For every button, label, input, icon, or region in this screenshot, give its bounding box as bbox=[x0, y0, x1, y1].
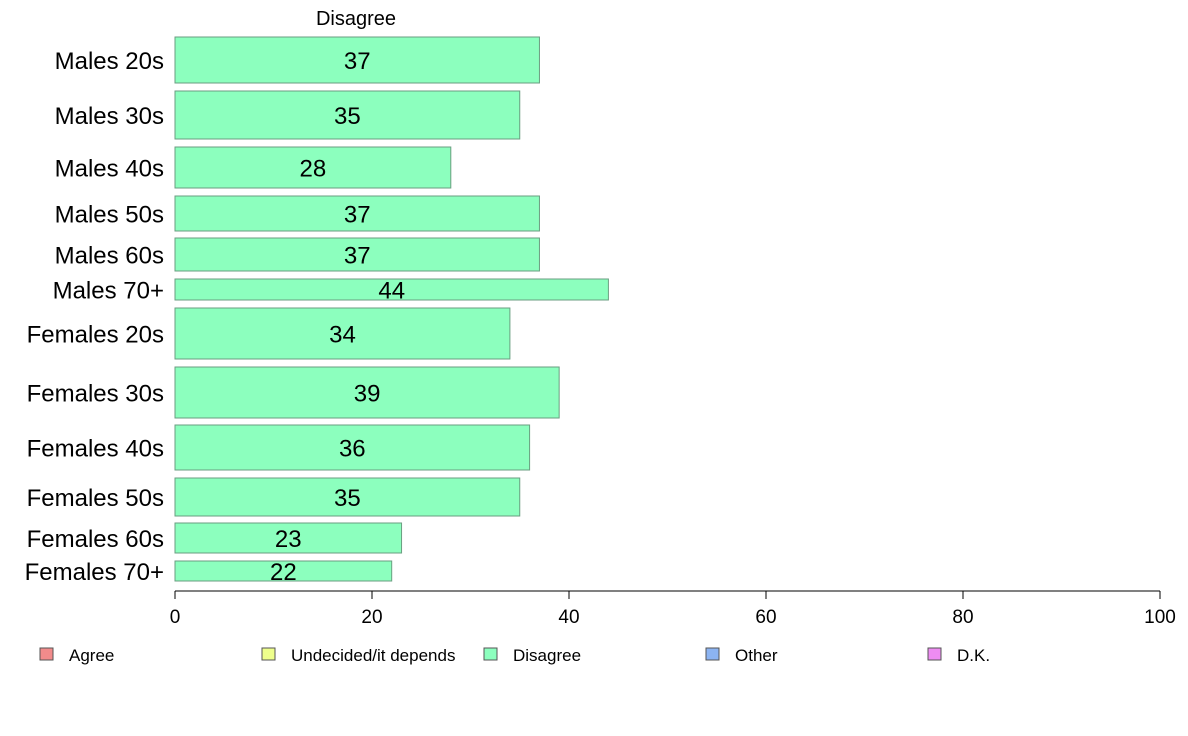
legend-swatch-4 bbox=[927, 647, 942, 661]
category-label-2: Males 40s bbox=[55, 156, 164, 183]
legend-swatch-3 bbox=[705, 647, 720, 661]
legend-swatch-2 bbox=[483, 647, 498, 661]
value-label-1: 35 bbox=[334, 103, 361, 130]
bar-8 bbox=[174, 424, 531, 471]
category-label-0: Males 20s bbox=[55, 48, 164, 75]
bar-10 bbox=[174, 522, 403, 554]
value-label-4: 37 bbox=[344, 243, 371, 270]
x-tick-label-0: 0 bbox=[170, 607, 181, 628]
bar-5 bbox=[174, 278, 609, 301]
x-tick-label-4: 80 bbox=[952, 607, 973, 628]
x-tick-label-3: 60 bbox=[755, 607, 776, 628]
value-label-9: 35 bbox=[334, 485, 361, 512]
x-tick-label-5: 100 bbox=[1144, 607, 1176, 628]
category-label-4: Males 60s bbox=[55, 243, 164, 270]
category-label-9: Females 50s bbox=[27, 485, 164, 512]
bar-3 bbox=[174, 195, 540, 232]
value-label-8: 36 bbox=[339, 436, 366, 463]
x-axis: 0 20 40 60 80 100 bbox=[170, 590, 1176, 628]
bar-11 bbox=[174, 560, 393, 582]
x-tick-label-2: 40 bbox=[558, 607, 579, 628]
value-label-3: 37 bbox=[344, 202, 371, 229]
bar-7 bbox=[174, 366, 560, 419]
chart-title: Disagree bbox=[316, 8, 396, 30]
legend-label-2: Disagree bbox=[513, 646, 581, 665]
category-label-8: Females 40s bbox=[27, 436, 164, 463]
bar-6 bbox=[174, 307, 511, 360]
legend-label-3: Other bbox=[735, 646, 778, 665]
category-label-11: Females 70+ bbox=[25, 559, 164, 586]
value-label-2: 28 bbox=[300, 156, 327, 183]
bar-9 bbox=[174, 477, 521, 517]
legend-swatch-1 bbox=[261, 647, 276, 661]
legend-swatch-0 bbox=[39, 647, 54, 661]
category-label-1: Males 30s bbox=[55, 103, 164, 130]
legend-label-0: Agree bbox=[69, 646, 114, 665]
bar-4 bbox=[174, 237, 540, 272]
category-label-6: Females 20s bbox=[27, 322, 164, 349]
value-label-0: 37 bbox=[344, 48, 371, 75]
category-label-10: Females 60s bbox=[27, 526, 164, 553]
value-label-11: 22 bbox=[270, 559, 297, 586]
category-label-5: Males 70+ bbox=[53, 278, 164, 305]
value-label-7: 39 bbox=[354, 381, 381, 408]
bar-2 bbox=[174, 146, 452, 189]
category-label-3: Males 50s bbox=[55, 202, 164, 229]
legend-label-1: Undecided/it depends bbox=[291, 646, 455, 665]
value-label-6: 34 bbox=[329, 322, 356, 349]
value-label-5: 44 bbox=[378, 278, 405, 305]
value-label-10: 23 bbox=[275, 526, 302, 553]
legend: Agree Undecided/it depends Disagree Other D.… bbox=[39, 646, 990, 665]
legend-label-4: D.K. bbox=[957, 646, 990, 665]
bars-group: Males 20s 37 Males 30s 35 Males 40s 28 Males 5… bbox=[25, 36, 609, 586]
bar-1 bbox=[174, 90, 521, 140]
x-tick-label-1: 20 bbox=[361, 607, 382, 628]
category-label-7: Females 30s bbox=[27, 381, 164, 408]
bar-0 bbox=[174, 36, 540, 84]
